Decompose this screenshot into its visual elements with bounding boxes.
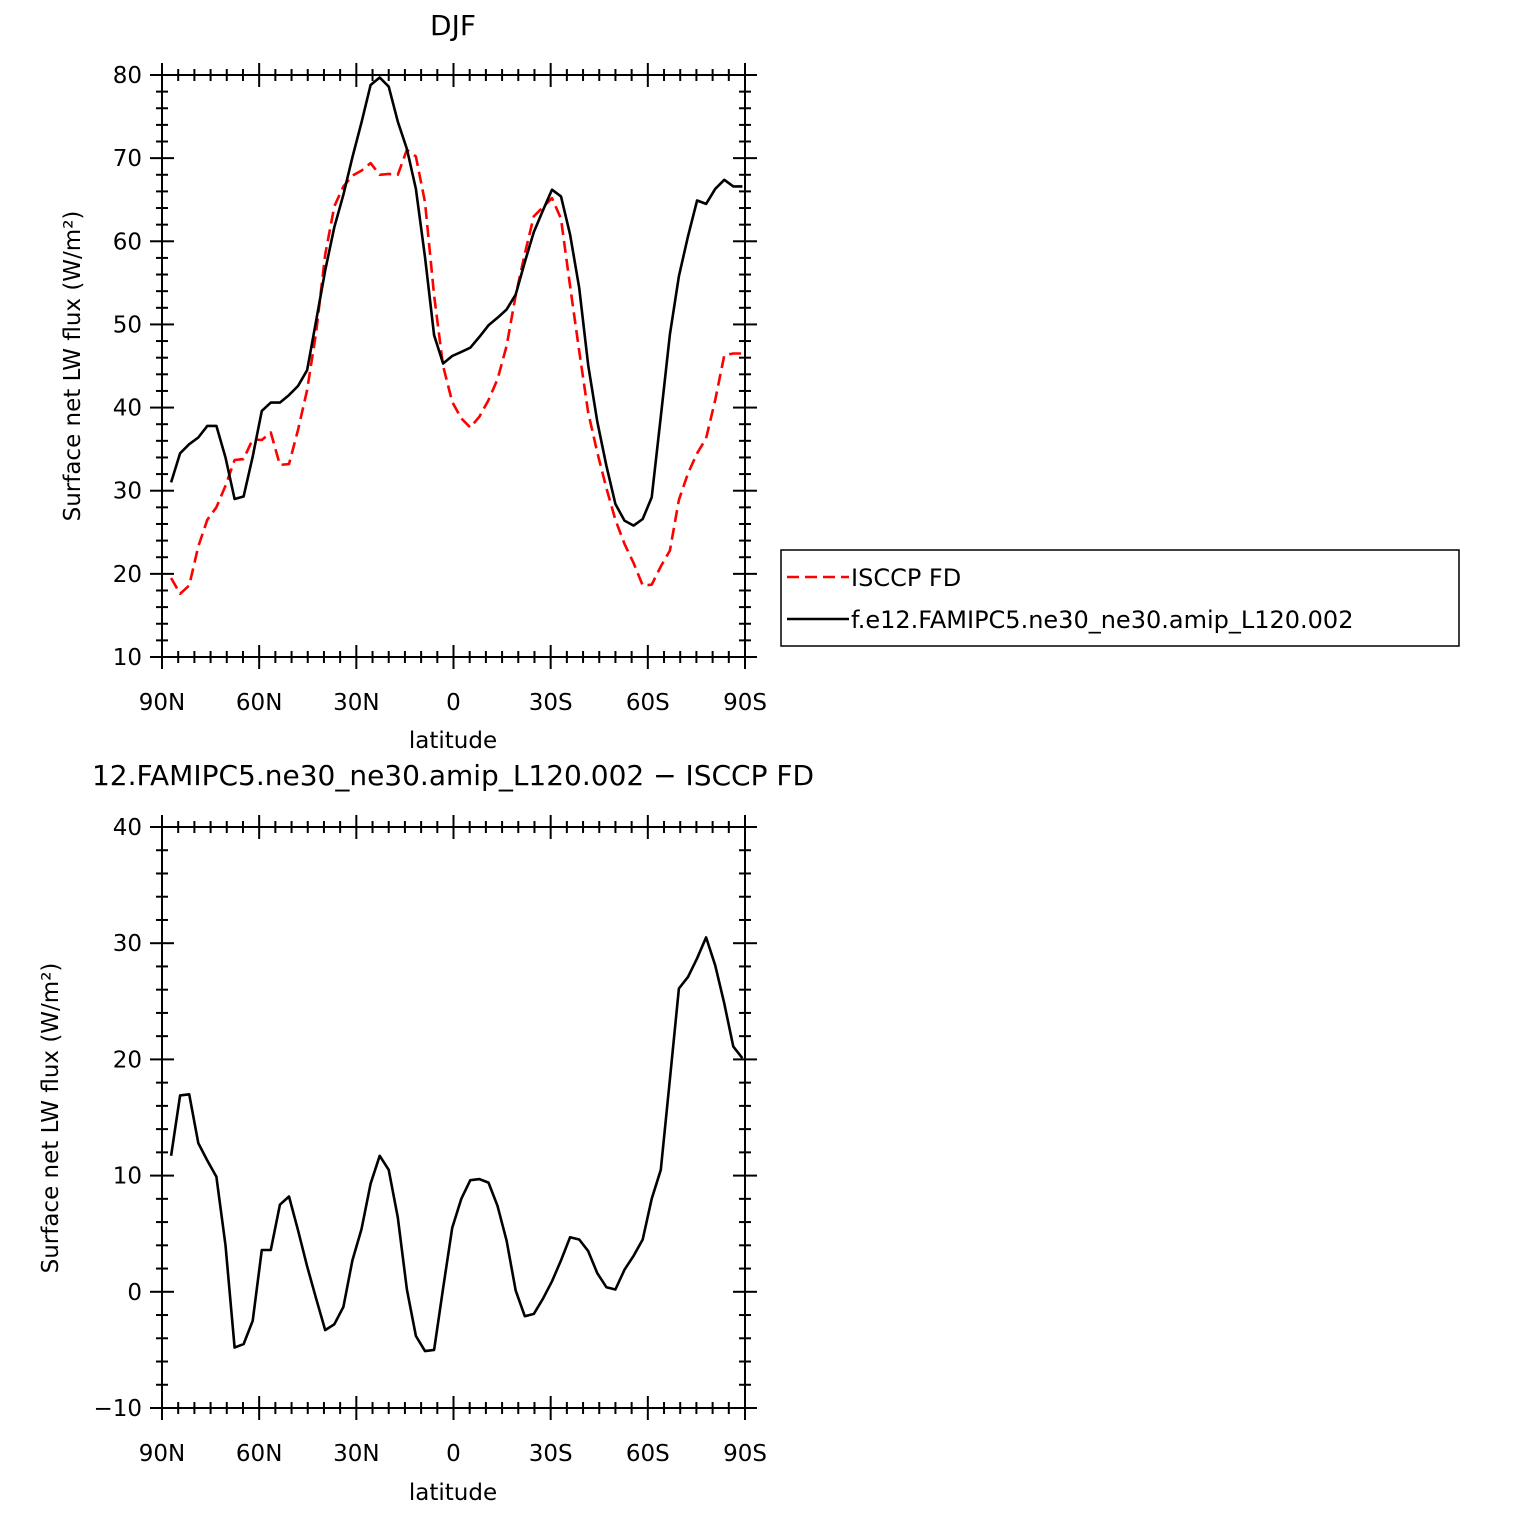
top-y-tick-label: 40 [113, 396, 142, 422]
top-series-lines [169, 76, 743, 596]
bottom-x-tick-label: 30S [529, 1441, 573, 1467]
top-y-tick-label: 60 [113, 229, 142, 255]
bottom-plot-frame [161, 826, 746, 1409]
bottom-x-axis-label: latitude [409, 1480, 497, 1506]
top-x-tick-labels: 90N 60N 30N 0 30S 60S 90S [139, 690, 767, 716]
top-chart-title: DJF [430, 9, 476, 42]
legend-label-isccp: ISCCP FD [851, 564, 961, 592]
bottom-x-tick-labels: 90N 60N 30N 0 30S 60S 90S [139, 1441, 767, 1467]
top-series-line-1 [169, 76, 743, 527]
bottom-y-tick-label: 40 [113, 815, 142, 841]
top-x-tick-label: 60S [626, 690, 670, 716]
top-y-axis-label: Surface net LW flux (W/m²) [60, 211, 86, 522]
top-series-line-0 [169, 148, 743, 596]
legend-label-model: f.e12.FAMIPC5.ne30_ne30.amip_L120.002 [851, 606, 1353, 634]
bottom-y-tick-labels: 40 30 20 10 0 −10 [93, 815, 142, 1422]
bottom-panel: 12.FAMIPC5.ne30_ne30.amip_L120.002 − ISC… [38, 759, 814, 1506]
top-y-tick-label: 70 [113, 146, 142, 172]
bottom-y-tick-label: 10 [113, 1164, 142, 1190]
top-x-tick-label: 30N [333, 690, 379, 716]
top-y-tick-label: 50 [113, 312, 142, 338]
top-x-tick-label: 60N [236, 690, 282, 716]
legend: ISCCP FD f.e12.FAMIPC5.ne30_ne30.amip_L1… [780, 549, 1460, 647]
legend-frame [780, 549, 1460, 647]
top-y-tick-label: 10 [113, 645, 142, 671]
bottom-series-line-0 [169, 936, 744, 1353]
bottom-y-tick-label: 0 [127, 1280, 142, 1306]
top-x-axis-label: latitude [409, 728, 497, 754]
top-plot-frame [161, 74, 746, 658]
bottom-x-tick-label: 0 [446, 1441, 461, 1467]
bottom-y-axis-label: Surface net LW flux (W/m²) [38, 963, 64, 1274]
top-x-tick-label: 90S [723, 690, 767, 716]
bottom-x-tick-label: 90S [723, 1441, 767, 1467]
top-y-tick-label: 30 [113, 479, 142, 505]
bottom-series-lines [169, 936, 744, 1353]
top-x-tick-label: 90N [139, 690, 185, 716]
bottom-x-tick-label: 90N [139, 1441, 185, 1467]
top-x-tick-label: 0 [446, 690, 461, 716]
bottom-x-tick-label: 30N [333, 1441, 379, 1467]
bottom-y-tick-label: 30 [113, 931, 142, 957]
top-y-tick-label: 20 [113, 562, 142, 588]
bottom-y-tick-label: 20 [113, 1047, 142, 1073]
top-y-tick-label: 80 [113, 63, 142, 89]
top-y-tick-labels: 80 70 60 50 40 30 20 10 [113, 63, 142, 671]
top-panel: DJF 90N 60N 30N 0 30S 60S 90S 80 70 60 50 40 30 20 10… [60, 9, 767, 754]
bottom-x-tick-label: 60N [236, 1441, 282, 1467]
bottom-x-tick-label: 60S [626, 1441, 670, 1467]
bottom-chart-title: 12.FAMIPC5.ne30_ne30.amip_L120.002 − ISC… [92, 759, 814, 792]
bottom-y-tick-label: −10 [93, 1396, 142, 1422]
top-x-tick-label: 30S [529, 690, 573, 716]
